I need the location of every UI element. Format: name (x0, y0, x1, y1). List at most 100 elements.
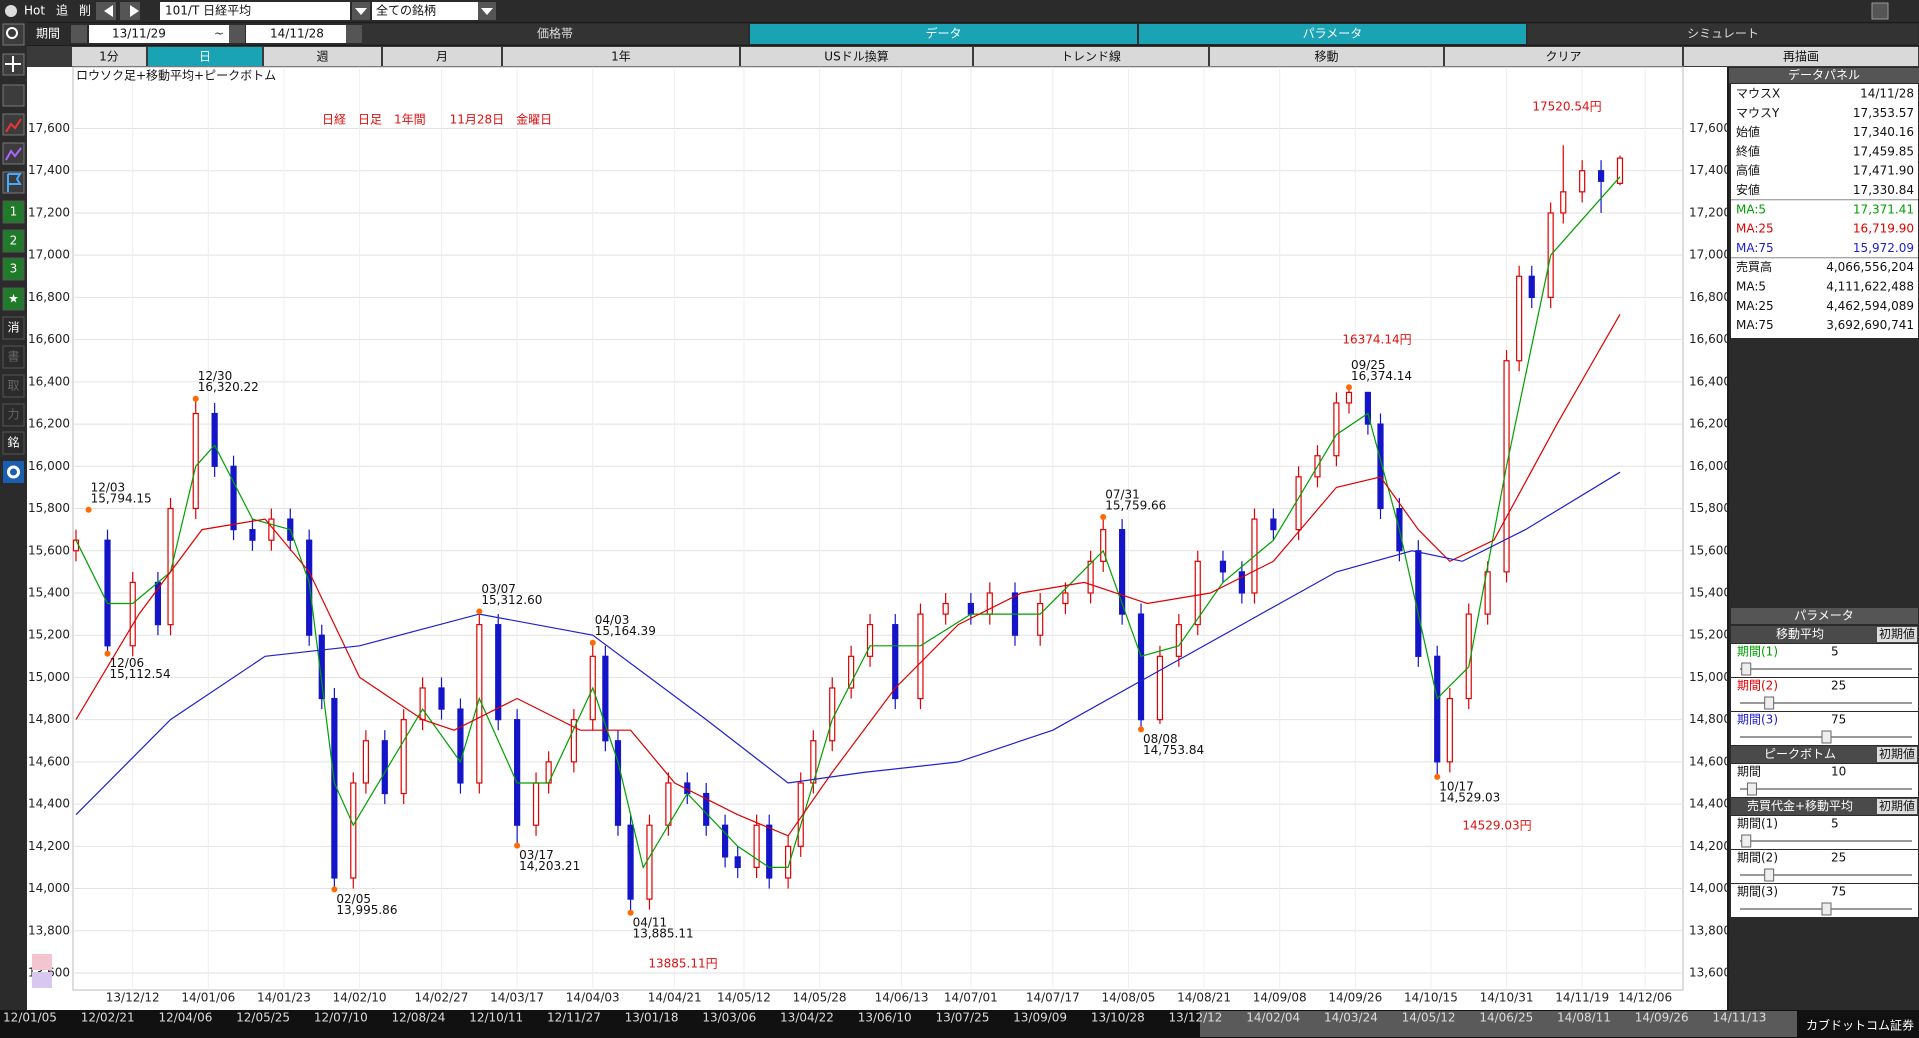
tab[interactable] (362, 24, 748, 44)
tab[interactable] (750, 24, 1137, 44)
y-tick-label: 15,000 (28, 670, 70, 684)
toolbar-button[interactable] (1684, 47, 1918, 66)
settings-button[interactable] (3, 461, 24, 483)
chart-tool-icon[interactable] (32, 972, 52, 988)
sidebar-button[interactable] (2, 403, 25, 427)
peak-marker (476, 608, 483, 615)
toolbar-button[interactable] (264, 47, 381, 66)
chart-tool-icon[interactable] (32, 954, 52, 970)
x-tick-label: 14/06/13 (875, 991, 929, 1005)
sidebar-button[interactable] (2, 374, 25, 398)
slider-thumb[interactable] (1746, 782, 1757, 796)
slider-thumb[interactable] (1821, 902, 1832, 916)
date-to[interactable]: 14/11/28 (270, 27, 324, 41)
x-tick-label: 14/03/17 (490, 991, 544, 1005)
y-tick-label: 17,000 (28, 248, 70, 262)
toolbar-button[interactable] (503, 47, 739, 66)
candle-body (268, 518, 275, 541)
candle-body (192, 412, 199, 510)
candle-body (627, 824, 634, 900)
sidebar-button[interactable] (2, 316, 25, 340)
date-arrow[interactable] (71, 25, 87, 43)
sidebar-button[interactable] (2, 287, 25, 311)
date-arrow[interactable] (229, 25, 245, 43)
candle-body (211, 412, 218, 467)
date-from[interactable]: 13/11/29 (112, 27, 166, 41)
candle-body (381, 740, 388, 795)
candle-body (753, 824, 760, 869)
toolbar-button[interactable] (148, 47, 262, 66)
toolbar-button[interactable] (974, 47, 1208, 66)
symbol-input[interactable] (160, 2, 350, 20)
search-icon (6, 27, 18, 39)
toolbar-button[interactable] (1445, 47, 1682, 66)
scroll-highlight[interactable] (1200, 1011, 1797, 1037)
toolbar-button[interactable] (741, 47, 972, 66)
sidebar-icon[interactable] (2, 171, 25, 194)
delete-button[interactable]: 削 (79, 4, 91, 18)
peak-value: 14,753.84 (1143, 743, 1204, 757)
toolbar-button[interactable] (383, 47, 501, 66)
sidebar-button[interactable] (2, 345, 25, 369)
param-value: 25 (1831, 679, 1846, 693)
date-input[interactable] (246, 25, 346, 43)
slider-thumb[interactable] (1764, 868, 1775, 882)
data-label: MA:75 (1736, 241, 1774, 255)
chart-title: 日経 日足 1年間 11月28日 金曜日 (322, 112, 552, 127)
toolbar-button[interactable] (1210, 47, 1443, 66)
peak-date: 10/17 (1439, 779, 1474, 793)
param-label: 期間(1) (1737, 645, 1778, 659)
toolbar-button[interactable] (72, 47, 146, 66)
tab[interactable] (1528, 24, 1918, 44)
date-input[interactable] (89, 25, 239, 43)
candle-body (457, 708, 464, 784)
sidebar-button[interactable] (2, 229, 25, 253)
sidebar-button[interactable] (2, 431, 25, 455)
param-label: 期間(3) (1737, 713, 1778, 727)
peak-marker (1434, 773, 1441, 780)
slider-thumb[interactable] (1821, 730, 1832, 744)
window-button[interactable] (1871, 2, 1889, 20)
x-tick-label: 14/01/06 (181, 991, 235, 1005)
sidebar-icon[interactable] (2, 23, 25, 46)
slider-thumb[interactable] (1764, 696, 1775, 710)
dropdown-arrow (481, 8, 493, 15)
plot-area (72, 66, 1684, 991)
hot-button[interactable]: Hot (24, 4, 45, 18)
y-tick-label: 16,800 (1689, 290, 1731, 304)
y-tick-label: 16,800 (28, 290, 70, 304)
scroll-date: 13/04/22 (780, 1011, 834, 1025)
tab[interactable] (1139, 24, 1526, 44)
param-value: 5 (1831, 645, 1839, 659)
sidebar-button[interactable] (2, 200, 25, 224)
panel-header (1729, 68, 1919, 83)
x-tick-label: 14/10/15 (1404, 991, 1458, 1005)
tab-label: シミュレート (1687, 27, 1759, 41)
candle-body (1345, 391, 1353, 404)
slider-thumb[interactable] (1741, 662, 1752, 676)
plus-icon (5, 56, 21, 72)
date-arrow[interactable] (346, 25, 362, 43)
x-tick-label: 14/02/27 (415, 991, 469, 1005)
candle-body (866, 624, 874, 657)
y-tick-label: 17,600 (1689, 121, 1731, 135)
candle-body (1119, 529, 1126, 615)
scroll-date: 14/11/13 (1712, 1011, 1766, 1025)
add-button[interactable]: 追 (56, 3, 68, 18)
slider-thumb[interactable] (1741, 834, 1752, 848)
sidebar-button[interactable] (2, 257, 25, 281)
sidebar-icon[interactable] (2, 84, 25, 107)
x-tick-label: 14/11/19 (1555, 991, 1609, 1005)
reset-button[interactable] (1877, 799, 1917, 814)
reset-button[interactable] (1877, 627, 1917, 642)
scroll-date: 13/10/28 (1091, 1011, 1145, 1025)
scroll-date: 14/03/24 (1324, 1011, 1378, 1025)
reset-button[interactable] (1877, 747, 1917, 762)
filter-select[interactable] (372, 2, 496, 20)
candle-body (1175, 624, 1182, 657)
param-value: 75 (1831, 885, 1846, 899)
y-tick-label: 14,400 (28, 797, 70, 811)
x-tick-label: 14/12/06 (1618, 991, 1672, 1005)
bulb-icon[interactable] (5, 5, 17, 17)
candle-body (703, 792, 710, 826)
